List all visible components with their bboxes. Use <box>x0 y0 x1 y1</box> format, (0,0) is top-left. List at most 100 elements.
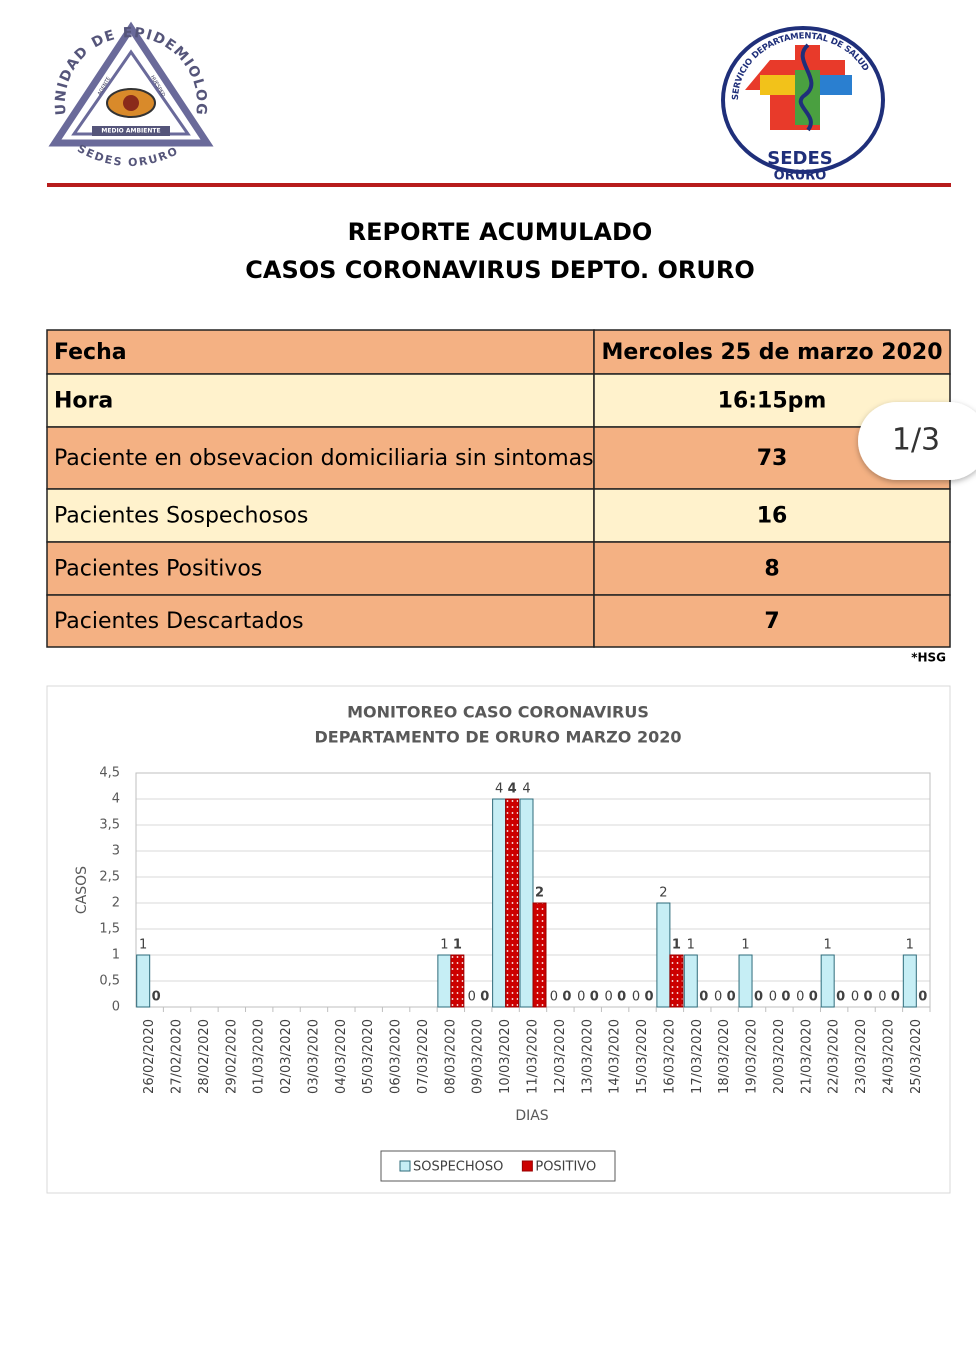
bar <box>656 902 671 1008</box>
bar <box>492 798 507 1008</box>
x-tick-label: 14/03/2020 <box>608 1019 623 1094</box>
bar <box>902 954 917 1008</box>
row-value: 16 <box>757 504 788 529</box>
data-label: 0 <box>644 990 653 1005</box>
x-tick-label: 06/03/2020 <box>389 1019 404 1094</box>
page-indicator-text: 1/3 <box>892 423 940 458</box>
x-tick-label: 10/03/2020 <box>498 1019 513 1094</box>
logo-text: ORURO <box>774 169 827 184</box>
summary-table: Fecha Mercoles 25 de marzo 2020 Hora 16:15p… <box>46 329 951 648</box>
x-tick-label: 26/02/2020 <box>142 1019 157 1094</box>
bar <box>437 954 452 1008</box>
row-label: Pacientes Positivos <box>54 557 262 582</box>
table-cell <box>46 541 595 596</box>
row-value: 7 <box>764 609 779 634</box>
legend-items: SOSPECHOSO POSITIVO <box>399 1160 596 1175</box>
x-tick-label: 28/02/2020 <box>197 1019 212 1094</box>
x-tick-label: 20/03/2020 <box>772 1019 787 1094</box>
row-value: 8 <box>764 557 779 582</box>
bar <box>519 798 534 1008</box>
y-tick-label: 2 <box>112 896 120 911</box>
data-label: 1 <box>824 938 832 953</box>
left-logo: MEDIO AMBIENTE AGENTE HUESPED UNIDAD DE … <box>0 0 214 169</box>
x-tick-label: 19/03/2020 <box>745 1019 760 1094</box>
data-label: 4 <box>508 782 517 797</box>
bar <box>136 954 151 1008</box>
data-label: 2 <box>659 886 667 901</box>
data-label: 1 <box>906 938 914 953</box>
data-label: 1 <box>687 938 695 953</box>
footnote: *HSG <box>911 651 946 665</box>
x-tick-label: 23/03/2020 <box>854 1019 869 1094</box>
data-label: 2 <box>535 886 544 901</box>
bar <box>669 954 684 1008</box>
x-tick-label: 18/03/2020 <box>717 1019 732 1094</box>
data-label: 0 <box>480 990 489 1005</box>
page-indicator-bg <box>858 402 976 480</box>
legend-swatch <box>399 1160 411 1172</box>
y-tick-label: 1,5 <box>99 922 120 937</box>
chart-title: MONITOREO CASO CORONAVIRUS <box>347 703 649 722</box>
y-tick-label: 0 <box>112 1000 120 1015</box>
x-tick-label: 16/03/2020 <box>662 1019 677 1094</box>
data-label: 0 <box>152 990 161 1005</box>
data-label: 0 <box>878 990 886 1005</box>
data-label: 0 <box>864 990 873 1005</box>
title: CASOS CORONAVIRUS DEPTO. ORURO <box>245 256 754 284</box>
data-label: 0 <box>754 990 763 1005</box>
bar <box>820 954 835 1008</box>
y-tick-label: 4,5 <box>99 766 120 781</box>
title: REPORTE ACUMULADO <box>348 218 653 246</box>
data-label: 0 <box>550 990 558 1005</box>
y-axis-title: CASOS <box>74 866 90 914</box>
page-indicator: 1/3 <box>858 402 976 480</box>
data-label: 0 <box>714 990 722 1005</box>
data-label: 0 <box>891 990 900 1005</box>
x-axis-title: DIAS <box>515 1108 548 1124</box>
logo-text: MEDIO AMBIENTE <box>101 128 160 135</box>
data-label: 0 <box>769 990 777 1005</box>
y-tick-label: 4 <box>112 792 120 807</box>
legend-label: SOSPECHOSO <box>413 1160 503 1175</box>
x-tick-label: 07/03/2020 <box>416 1019 431 1094</box>
data-label: 0 <box>851 990 859 1005</box>
bar <box>532 902 547 1008</box>
data-label: 0 <box>562 990 571 1005</box>
data-label: 0 <box>468 990 476 1005</box>
chart-subtitle: DEPARTAMENTO DE ORURO MARZO 2020 <box>315 728 682 747</box>
bar <box>450 954 465 1008</box>
x-tick-label: 05/03/2020 <box>361 1019 376 1094</box>
row-label: Fecha <box>54 340 127 365</box>
table-cell <box>46 329 595 375</box>
data-label: 0 <box>617 990 626 1005</box>
y-tick-label: 3 <box>112 844 120 859</box>
x-tick-label: 21/03/2020 <box>799 1019 814 1094</box>
data-label: 4 <box>522 782 530 797</box>
data-label: 0 <box>699 990 708 1005</box>
y-tick-label: 0,5 <box>99 974 120 989</box>
x-tick-label: 09/03/2020 <box>471 1019 486 1094</box>
y-tick-label: 1 <box>112 948 120 963</box>
data-label: 0 <box>781 990 790 1005</box>
x-tick-label: 27/02/2020 <box>170 1019 185 1094</box>
x-tick-label: 04/03/2020 <box>334 1019 349 1094</box>
x-tick-label: 22/03/2020 <box>827 1019 842 1094</box>
row-value: 16:15pm <box>718 389 827 414</box>
x-tick-label: 11/03/2020 <box>526 1019 541 1094</box>
row-value: 73 <box>757 446 788 471</box>
x-tick-label: 25/03/2020 <box>909 1019 924 1094</box>
row-label: Paciente en obsevacion domiciliaria sin … <box>54 446 594 471</box>
data-label: 0 <box>590 990 599 1005</box>
data-label: 1 <box>741 938 749 953</box>
data-label: 0 <box>604 990 612 1005</box>
table-cell <box>46 373 595 428</box>
logo-text: SEDES <box>767 148 832 169</box>
x-tick-label: 02/03/2020 <box>279 1019 294 1094</box>
right-logo: SERVICIO DEPARTAMENTAL DE SALUD SEDES OR… <box>721 26 885 184</box>
y-tick-label: 2,5 <box>99 870 120 885</box>
bar <box>738 954 753 1008</box>
data-label: 0 <box>577 990 585 1005</box>
row-value: Mercoles 25 de marzo 2020 <box>601 340 942 365</box>
